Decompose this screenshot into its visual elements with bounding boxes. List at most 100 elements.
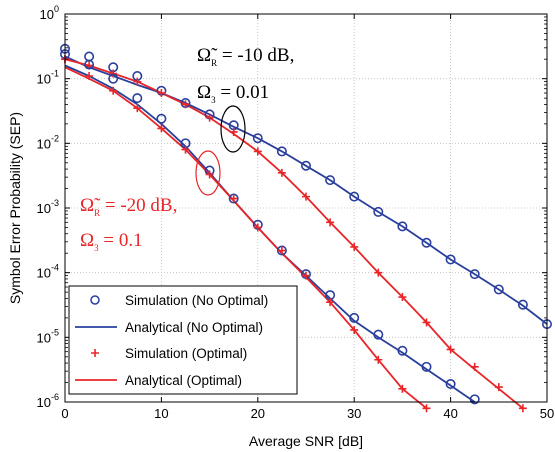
data-point-circle [373, 206, 384, 217]
data-point-circle [349, 191, 360, 202]
annotation-20db: Ω̃R = -20 dB, Ω3 = 0.1 [80, 195, 177, 253]
data-point-circle [493, 284, 504, 295]
data-point-plus [277, 168, 286, 177]
data-point-circle [349, 312, 360, 323]
data-point-plus [277, 246, 286, 255]
y-tick-label: 10-4 [37, 263, 59, 281]
x-tick-label: 0 [61, 406, 68, 421]
series-layer [59, 43, 552, 413]
data-point-circle [469, 394, 480, 405]
data-point-circle [252, 133, 263, 144]
annotation-20db-symbol2: Ω [80, 230, 94, 251]
data-point-plus [181, 100, 190, 109]
legend-item-ana-no-optimal: Analytical (No Optimal) [75, 320, 263, 335]
data-point-circle [325, 175, 336, 186]
y-tick-label: 10-2 [37, 133, 59, 151]
data-point-plus [205, 170, 214, 179]
data-point-plus [253, 223, 262, 232]
x-tick-label: 20 [251, 406, 265, 421]
annotation-10db-rest1: = -10 dB, [217, 45, 294, 66]
data-point-plus [422, 318, 431, 327]
data-point-plus [326, 218, 335, 227]
data-point-plus [302, 192, 310, 201]
data-point-circle [228, 193, 239, 204]
legend-label: Simulation (No Optimal) [125, 293, 268, 308]
data-point-circle [517, 299, 528, 310]
data-point-circle [469, 269, 480, 280]
legend-item-sim-no-optimal: Simulation (No Optimal) [90, 293, 268, 308]
annotation-ellipse-20db [195, 150, 221, 196]
x-tick-label: 40 [443, 406, 457, 421]
data-point-circle [132, 93, 143, 104]
y-axis-label: Symbol Error Probability (SEP) [7, 112, 23, 304]
data-point-plus [302, 271, 310, 280]
y-tick-label: 10-6 [37, 392, 59, 410]
data-point-circle [421, 361, 432, 372]
series-line [64, 55, 548, 325]
data-point-circle [276, 245, 287, 256]
data-point-plus [398, 293, 407, 302]
x-tick-label: 10 [154, 406, 168, 421]
data-point-plus [181, 145, 190, 154]
legend-label: Simulation (Optimal) [125, 346, 247, 361]
data-point-plus [205, 113, 214, 122]
series-line [64, 66, 428, 409]
y-tick-label: 10-3 [37, 198, 59, 216]
data-point-plus [494, 383, 503, 392]
data-point-plus [157, 89, 166, 98]
annotation-20db-rest1: = -20 dB, [100, 195, 177, 216]
svg-text:Ω3 = 0.1: Ω3 = 0.1 [80, 230, 143, 253]
data-point-circle [276, 146, 287, 157]
x-axis-label: Average SNR [dB] [249, 433, 363, 449]
data-point-plus [374, 355, 383, 364]
data-point-plus [133, 77, 142, 86]
legend-item-sim-optimal: Simulation (Optimal) [91, 346, 247, 361]
data-point-plus [398, 384, 407, 393]
data-point-plus [229, 127, 238, 136]
data-point-plus [470, 362, 479, 371]
data-point-circle [300, 160, 311, 171]
legend-label: Analytical (No Optimal) [125, 320, 263, 335]
annotation-ellipse-10db [220, 105, 246, 153]
data-point-plus [446, 345, 455, 354]
data-point-circle [373, 329, 384, 340]
annotation-10db-sub1: R [211, 58, 217, 68]
legend-item-ana-optimal: Analytical (Optimal) [75, 373, 242, 388]
legend-plus-marker [91, 349, 99, 357]
data-point-plus [85, 71, 94, 80]
legend-box [68, 285, 298, 395]
data-point-circle [445, 378, 456, 389]
legend: Simulation (No Optimal) Analytical (No O… [68, 285, 298, 395]
data-point-plus [350, 325, 359, 334]
x-tick-label: 50 [540, 406, 554, 421]
data-point-plus [422, 404, 431, 413]
ticks: 0 10 20 30 40 50 10-6 10-5 10-4 10-3 10-2 10-1 100 [37, 4, 555, 421]
data-point-plus [253, 147, 262, 156]
data-point-plus [133, 104, 142, 113]
data-point-plus [374, 268, 383, 277]
y-tick-label: 10-1 [37, 69, 59, 87]
annotation-20db-sub1: R [94, 208, 100, 218]
data-point-circle [445, 254, 456, 265]
data-point-plus [157, 124, 166, 133]
annotation-10db: Ω̃R = -10 dB, Ω3 = 0.01 [197, 45, 294, 105]
data-point-circle [421, 237, 432, 248]
annotation-20db-sub2: 3 [94, 243, 99, 253]
data-point-plus [109, 69, 118, 78]
annotation-10db-rest2: = 0.01 [216, 82, 269, 103]
y-tick-label: 100 [40, 4, 59, 22]
data-point-plus [350, 242, 359, 251]
svg-text:Ω3 = 0.01: Ω3 = 0.01 [197, 82, 269, 105]
data-point-plus [326, 298, 335, 307]
data-point-plus [229, 194, 238, 203]
data-point-plus [109, 86, 118, 95]
data-point-circle [156, 113, 167, 124]
svg-text:Ω̃R = -20 dB,: Ω̃R = -20 dB, [80, 195, 177, 218]
annotation-20db-rest2: = 0.1 [99, 230, 143, 251]
data-point-circle [108, 73, 119, 84]
data-point-circle [397, 221, 408, 232]
annotation-10db-symbol2: Ω [197, 82, 211, 103]
annotation-10db-sub2: 3 [211, 95, 216, 105]
legend-label: Analytical (Optimal) [125, 373, 242, 388]
